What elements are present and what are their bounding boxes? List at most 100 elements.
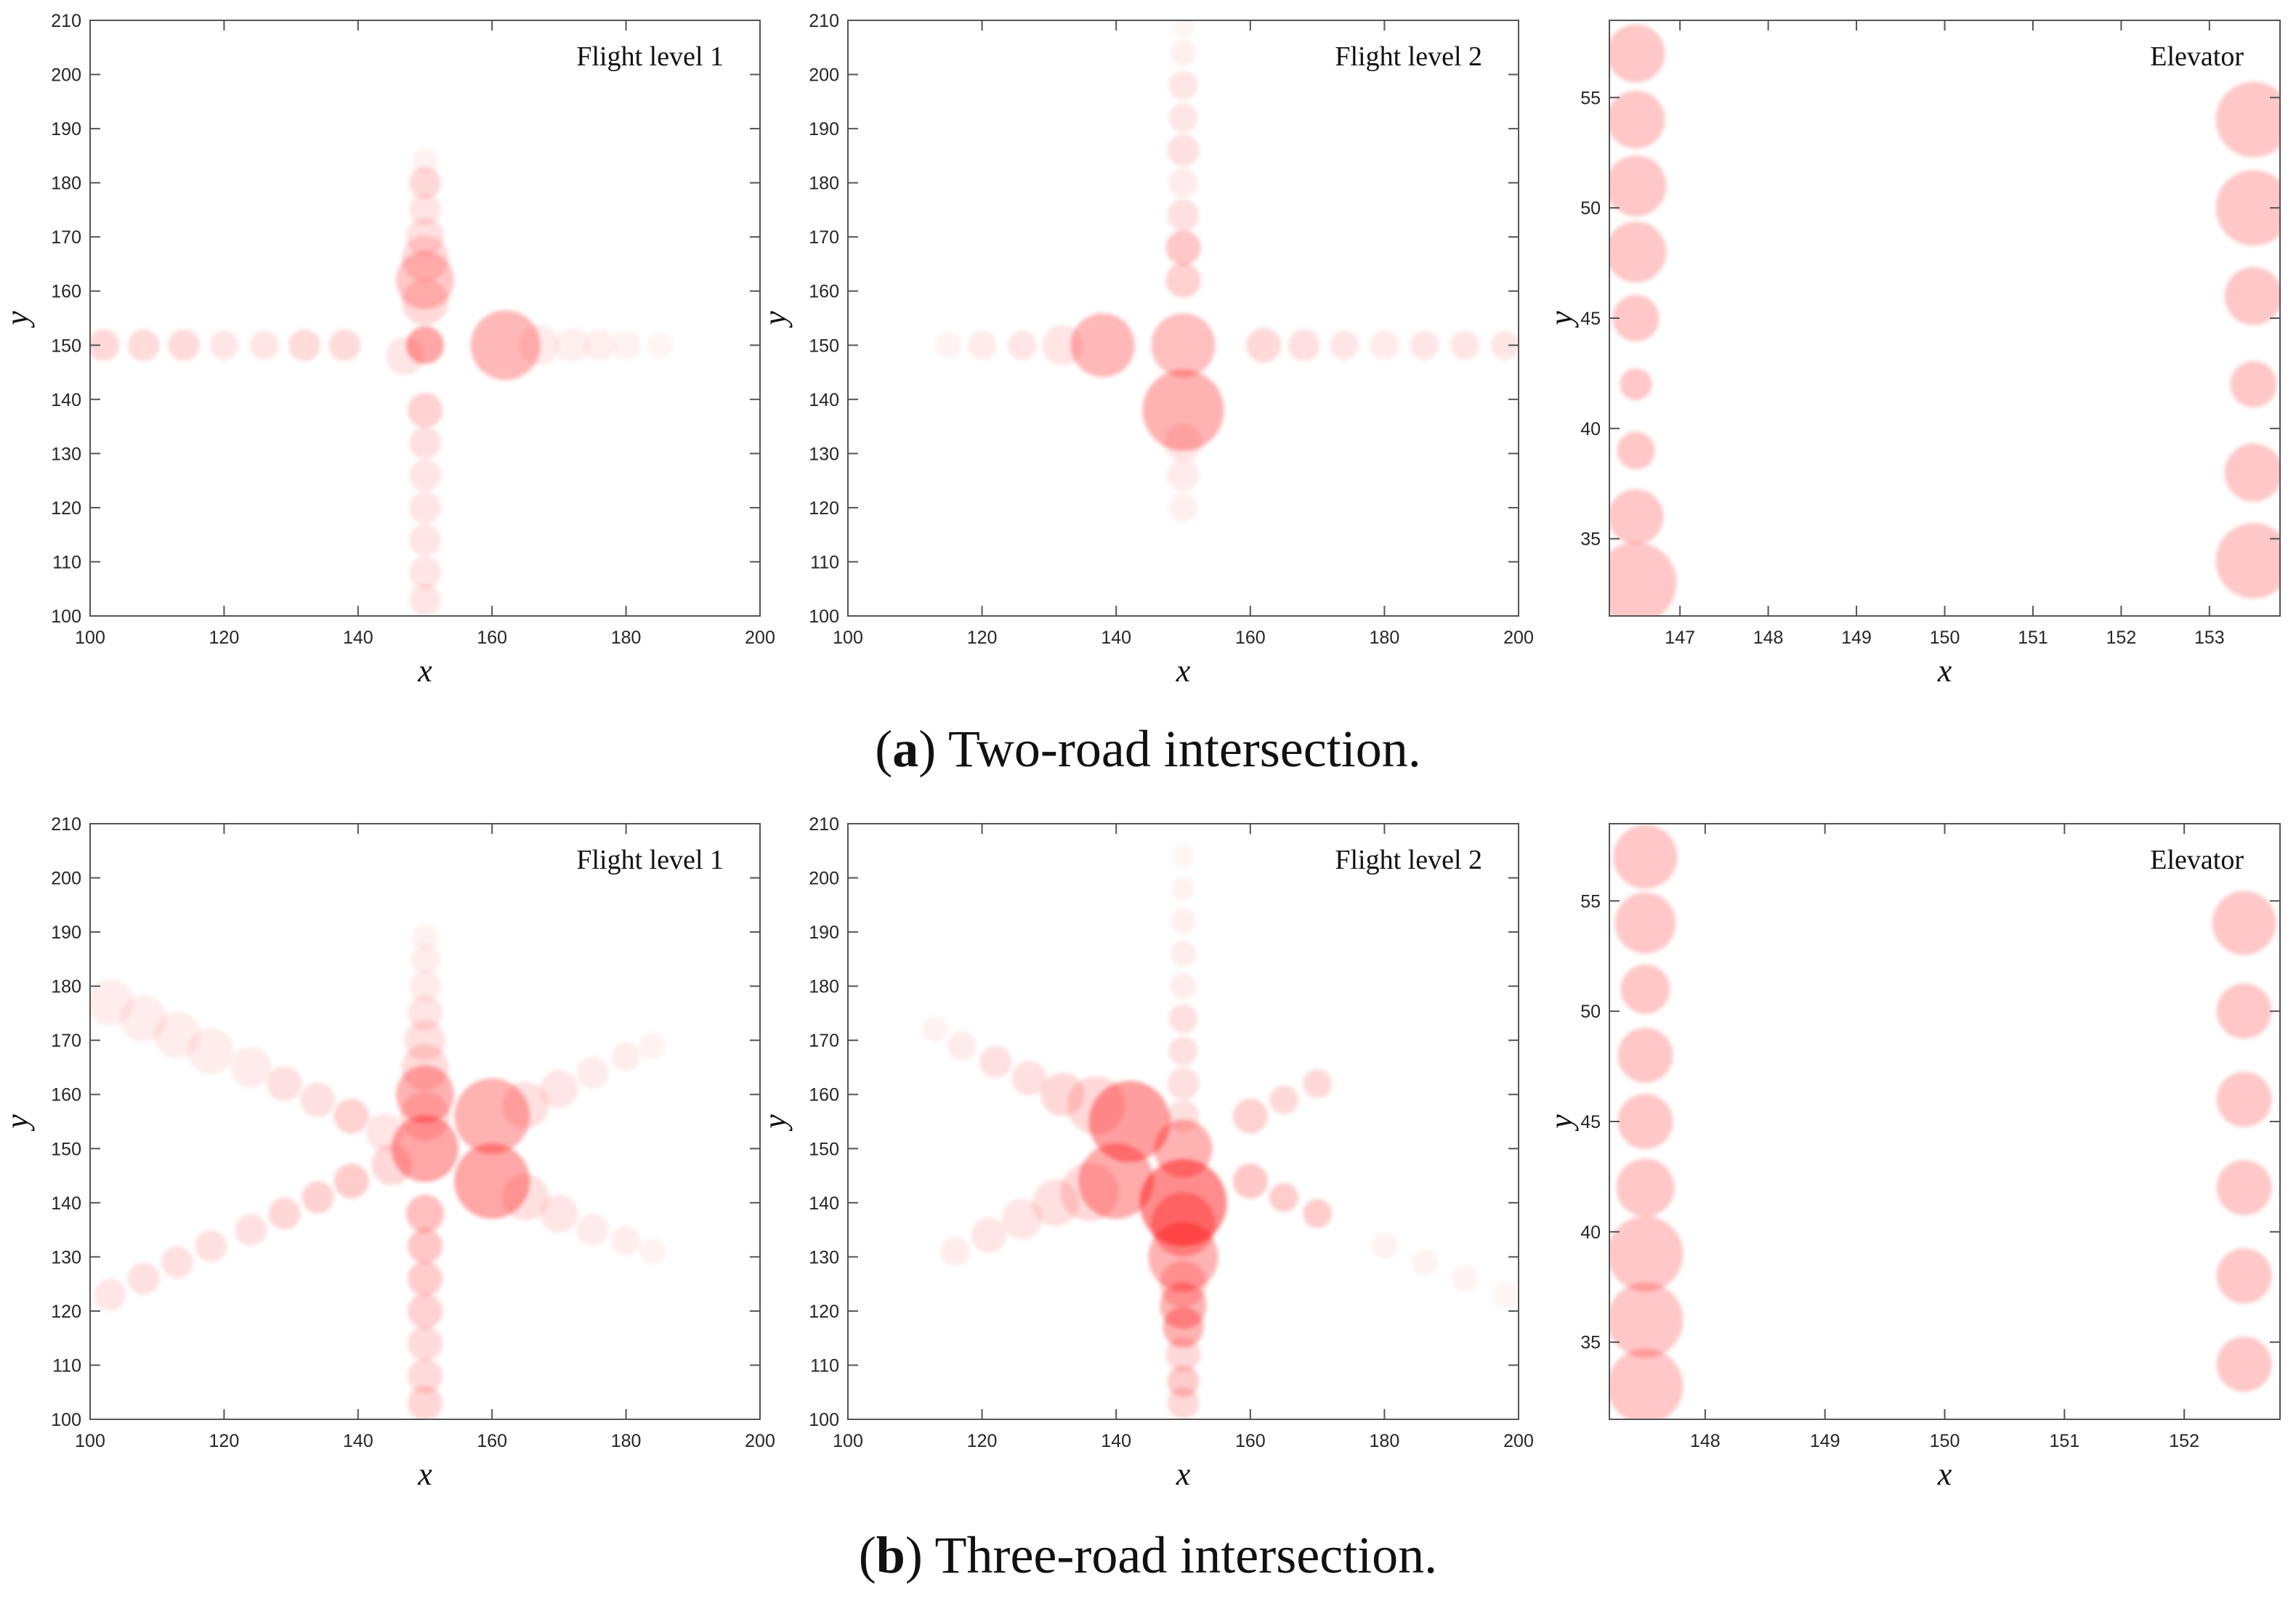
x-tick-label: 200 — [1503, 628, 1534, 648]
y-tick-label: 120 — [809, 498, 839, 519]
y-tick-label: 140 — [51, 390, 81, 410]
data-point — [94, 1278, 126, 1311]
data-point — [1614, 892, 1676, 954]
y-tick-label: 120 — [809, 1302, 839, 1322]
y-tick-label: 160 — [809, 282, 839, 302]
data-point — [1164, 423, 1202, 462]
markers — [90, 147, 673, 616]
data-point — [1612, 295, 1660, 341]
x-tick-label: 120 — [209, 628, 240, 648]
data-point — [1609, 489, 1664, 545]
data-point — [540, 1070, 578, 1108]
data-point — [408, 392, 442, 428]
data-point — [409, 193, 441, 226]
data-point — [971, 1217, 1006, 1253]
data-point — [408, 1358, 442, 1394]
data-point — [127, 329, 160, 362]
x-tick-label: 152 — [2106, 628, 2137, 648]
data-point — [168, 329, 201, 362]
data-point — [1070, 313, 1135, 378]
data-point — [1170, 973, 1197, 999]
data-point — [409, 491, 441, 524]
x-tick-label: 152 — [2169, 1431, 2199, 1451]
data-point — [127, 1262, 160, 1295]
data-point — [1168, 103, 1198, 133]
y-tick-label: 50 — [1580, 1002, 1601, 1022]
x-tick-label: 150 — [1930, 1431, 1960, 1451]
data-point — [1165, 230, 1201, 266]
data-point — [1078, 1143, 1155, 1219]
panel-title: Flight level 1 — [576, 845, 724, 875]
y-tick-label: 200 — [51, 65, 81, 86]
data-point — [409, 459, 441, 492]
data-point — [1007, 330, 1037, 360]
y-tick-label: 35 — [1580, 1333, 1601, 1353]
y-tick-label: 120 — [51, 498, 81, 519]
y-tick-label: 190 — [809, 119, 839, 139]
data-point — [1168, 70, 1198, 100]
data-point — [1609, 221, 1667, 283]
caption-a: (a) Two-road intersection. — [875, 720, 1421, 778]
data-point — [1492, 1281, 1519, 1308]
panel-3: 147 148 149 150 151 152 153 35 40 45 50 55 Elevator x… — [1543, 20, 2281, 689]
data-point — [1168, 492, 1198, 522]
data-point — [1165, 1337, 1201, 1372]
data-point — [646, 332, 673, 359]
y-tick-label: 110 — [810, 1355, 839, 1376]
y-tick-label: 200 — [809, 869, 839, 889]
y-tick-label: 180 — [809, 174, 839, 194]
data-point — [406, 1194, 444, 1233]
data-point — [1232, 1098, 1268, 1134]
data-point — [328, 329, 361, 362]
y-axis-label: y — [0, 311, 35, 328]
markers — [935, 20, 1519, 522]
x-tick-label: 140 — [343, 1431, 373, 1451]
x-tick-label: 180 — [1370, 1431, 1400, 1451]
x-axis-label: x — [1176, 653, 1191, 689]
panel-6: 148 149 150 151 152 35 40 45 50 55 Elevator x y — [1543, 823, 2281, 1492]
data-point — [1001, 1199, 1043, 1240]
y-tick-label: 170 — [809, 1031, 839, 1051]
data-point — [161, 1246, 193, 1278]
y-tick-label: 210 — [51, 814, 81, 835]
data-point — [1170, 940, 1197, 967]
data-point — [2224, 443, 2280, 502]
y-tick-label: 160 — [51, 282, 81, 302]
panel-4: 100 120 140 160 180 200 100 110 120 130 140 150 160 1… — [0, 814, 775, 1492]
data-point — [400, 1091, 450, 1141]
data-point — [1088, 1081, 1171, 1162]
data-point — [302, 1181, 334, 1214]
data-point — [1168, 1004, 1198, 1034]
data-point — [1011, 1060, 1047, 1096]
data-point — [300, 1082, 336, 1118]
y-tick-label: 140 — [809, 390, 839, 410]
y-tick-label: 150 — [809, 1139, 839, 1159]
data-point — [406, 326, 444, 365]
y-tick-label: 170 — [809, 227, 839, 248]
x-tick-label: 100 — [75, 1431, 105, 1451]
x-tick-label: 148 — [1690, 1431, 1721, 1451]
y-tick-label: 190 — [51, 119, 81, 139]
data-point — [408, 1326, 442, 1361]
data-point — [1269, 1085, 1298, 1115]
x-tick-label: 160 — [477, 628, 507, 648]
y-tick-label: 180 — [51, 977, 81, 997]
data-point — [2224, 267, 2280, 325]
data-point — [1609, 1348, 1683, 1419]
data-point — [967, 330, 997, 360]
data-point — [1490, 330, 1519, 360]
y-tick-label: 200 — [51, 869, 81, 889]
data-point — [1303, 1068, 1333, 1098]
data-point — [1171, 844, 1195, 868]
data-point — [470, 310, 541, 381]
y-tick-label: 200 — [809, 65, 839, 86]
markers — [921, 844, 1519, 1419]
x-tick-label: 160 — [477, 1431, 507, 1451]
data-point — [1288, 329, 1320, 362]
data-point — [409, 426, 441, 459]
data-point — [412, 924, 438, 951]
x-tick-label: 149 — [1841, 628, 1872, 648]
data-point — [639, 1032, 666, 1059]
data-point — [1617, 1094, 1673, 1149]
y-tick-label: 170 — [51, 227, 81, 248]
